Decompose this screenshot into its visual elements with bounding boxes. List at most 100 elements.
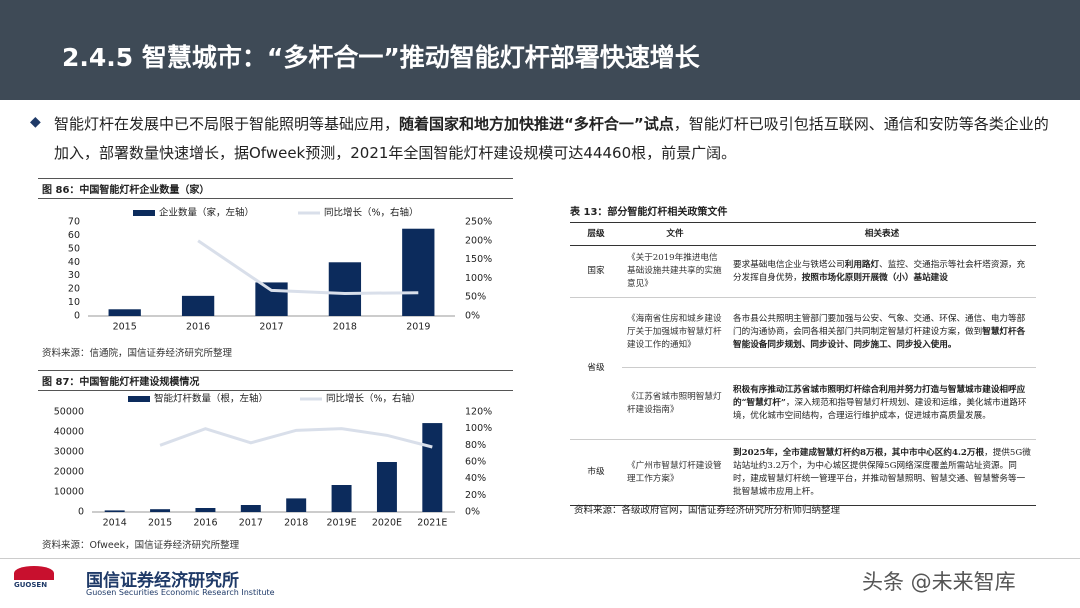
bar bbox=[181, 295, 215, 316]
y-tick-label: 40000 bbox=[54, 427, 84, 438]
x-tick-label: 2015 bbox=[148, 518, 172, 529]
text-segment: 智能灯杆在发展中已不局限于智能照明等基础应用， bbox=[54, 115, 400, 133]
x-tick-label: 2015 bbox=[113, 322, 137, 333]
y2-tick-label: 50% bbox=[465, 292, 486, 303]
bar bbox=[331, 485, 352, 512]
row: 国家 《关于2019年推进电信基础设施共建共享的实施意见》 要求基础电信企业与铁… bbox=[570, 245, 1036, 298]
text-segment: 、监控、交通指示等社会杆塔资源，充分发挥自身优势， bbox=[733, 259, 1026, 283]
bar bbox=[328, 262, 362, 316]
y-tick-label: 20000 bbox=[54, 467, 84, 478]
header-cell: 相关表述 bbox=[728, 222, 1036, 246]
footer-org: 国信证券经济研究所 bbox=[86, 571, 239, 591]
y-tick-label: 60 bbox=[68, 230, 80, 241]
desc-cell: 各市县公共照明主管部门要加强与公安、气象、交通、环保、通信、电力等部门的沟通协商… bbox=[728, 297, 1036, 368]
chart-source: 资料来源：Ofweek，国信证券经济研究所整理 bbox=[42, 540, 240, 551]
text-segment: 到2025年，全市建成智慧灯杆约8万根，其中市中心区约4.2万根 bbox=[733, 447, 985, 458]
watermark: 头条 @未来智库 bbox=[862, 570, 1016, 594]
legend-swatch bbox=[133, 210, 155, 216]
y-tick-label: 50000 bbox=[54, 407, 84, 418]
file-cell: 《广州市智慧灯杆建设管理工作方案》 bbox=[622, 439, 728, 506]
y-tick-label: 10000 bbox=[54, 487, 84, 498]
desc-cell: 积极有序推动江苏省城市照明灯杆综合利用并努力打造与智慧城市建设相呼应的“智慧灯杆… bbox=[728, 367, 1036, 440]
x-tick-label: 2018 bbox=[333, 322, 357, 333]
file-cell: 《海南省住房和城乡建设厅关于加强城市智慧灯杆建设工作的通知》 bbox=[622, 297, 728, 368]
logo-text: GUOSEN bbox=[14, 581, 48, 589]
bullet: ◆ bbox=[30, 114, 41, 130]
header-cell: 文件 bbox=[622, 222, 728, 246]
y-tick-label: 50 bbox=[68, 243, 80, 254]
legend-label: 同比增长（%，右轴） bbox=[324, 207, 419, 219]
desc-cell: 到2025年，全市建成智慧灯杆约8万根，其中市中心区约4.2万根，提供5G微站站… bbox=[728, 439, 1036, 506]
row: 省级 《海南省住房和城乡建设厅关于加强城市智慧灯杆建设工作的通知》 各市县公共照… bbox=[570, 297, 1036, 440]
x-tick-label: 2018 bbox=[284, 518, 308, 529]
file-cell: 《江苏省城市照明智慧灯杆建设指南》 bbox=[622, 367, 728, 440]
y-tick-label: 30 bbox=[68, 270, 80, 281]
desc-cell: 要求基础电信企业与铁塔公司利用路灯、监控、交通指示等社会杆塔资源，充分发挥自身优… bbox=[728, 245, 1036, 298]
y-tick-label: 0 bbox=[74, 311, 80, 322]
row: 《江苏省城市照明智慧灯杆建设指南》 积极有序推动江苏省城市照明灯杆综合利用并努力… bbox=[570, 367, 1036, 440]
bar bbox=[240, 505, 261, 512]
y2-tick-label: 120% bbox=[465, 407, 492, 418]
footer-org-en: Guosen Securities Economic Research Inst… bbox=[86, 588, 275, 597]
legend-label: 企业数量（家，左轴） bbox=[159, 207, 254, 219]
x-tick-label: 2020E bbox=[372, 518, 402, 529]
x-tick-label: 2019 bbox=[406, 322, 430, 333]
text-segment: 要求基础电信企业与铁塔公司 bbox=[733, 259, 845, 270]
legend-label: 智能灯杆数量（根，左轴） bbox=[154, 393, 268, 405]
y2-tick-label: 100% bbox=[465, 273, 492, 284]
text-segment: 按照市场化原则开展微（小）基站建设 bbox=[801, 272, 948, 283]
level-cell: 省级 bbox=[570, 297, 622, 440]
y2-tick-label: 20% bbox=[465, 490, 486, 501]
y-tick-label: 0 bbox=[78, 507, 84, 518]
text-segment: ，提供5G微站站址约3.2万个，为中心城区提供保障5G网络深度覆盖所需站址资源。… bbox=[733, 447, 1031, 497]
y2-tick-label: 150% bbox=[465, 254, 492, 265]
x-tick-label: 2017 bbox=[259, 322, 283, 333]
level-cell: 国家 bbox=[570, 245, 622, 298]
header-row: 层级 文件 相关表述 bbox=[570, 222, 1036, 246]
bar bbox=[108, 309, 141, 316]
y2-tick-label: 60% bbox=[465, 457, 486, 468]
bar bbox=[376, 462, 397, 512]
line bbox=[159, 427, 433, 449]
y2-tick-label: 250% bbox=[465, 217, 492, 228]
slide-title: 2.4.5 智慧城市：“多杆合一”推动智能灯杆部署快速增长 bbox=[62, 43, 700, 72]
header-band bbox=[0, 0, 1080, 100]
row: 市级 《广州市智慧灯杆建设管理工作方案》 到2025年，全市建成智慧灯杆约8万根… bbox=[570, 439, 1036, 506]
text-segment: 积极有序推动江苏省城市照明灯杆综合利用并努力打造与智慧城市建设相呼应的“智慧灯杆… bbox=[733, 385, 1026, 408]
x-tick-label: 2021E bbox=[417, 518, 447, 529]
line bbox=[197, 239, 419, 295]
header-cell: 层级 bbox=[570, 222, 622, 246]
bar bbox=[286, 498, 307, 512]
table-source: 资料来源：各级政府官网，国信证券经济研究所分析师归纳整理 bbox=[574, 505, 841, 516]
text-segment: 随着国家和地方加快推进“多杆合一”试点 bbox=[399, 115, 674, 133]
logo-mark bbox=[14, 566, 54, 580]
y-tick-label: 40 bbox=[68, 257, 80, 268]
y2-tick-label: 0% bbox=[465, 507, 480, 518]
bar bbox=[104, 510, 125, 512]
legend-swatch bbox=[128, 396, 150, 402]
footer-rule bbox=[0, 558, 1080, 559]
x-tick-label: 2016 bbox=[193, 518, 217, 529]
bar bbox=[150, 509, 171, 512]
x-tick-label: 2014 bbox=[103, 518, 127, 529]
y2-tick-label: 200% bbox=[465, 235, 492, 246]
chart-title: 图 86：中国智能灯杆企业数量（家） bbox=[38, 178, 513, 199]
text-segment: ，智能灯杆已吸引包括互联网、通信和安防等各类企业的加入，部署数量快速增长，据Of… bbox=[54, 115, 1049, 162]
file-cell: 《关于2019年推进电信基础设施共建共享的实施意见》 bbox=[622, 245, 728, 298]
y2-tick-label: 100% bbox=[465, 423, 492, 434]
level-cell: 市级 bbox=[570, 439, 622, 506]
table-title: 表 13：部分智能灯杆相关政策文件 bbox=[570, 207, 728, 218]
bar bbox=[255, 282, 288, 316]
bar bbox=[422, 423, 443, 512]
x-tick-label: 2017 bbox=[239, 518, 263, 529]
paragraph: 智能灯杆在发展中已不局限于智能照明等基础应用，随着国家和地方加快推进“多杆合一”… bbox=[54, 110, 1054, 168]
chart-source: 资料来源：信通院，国信证券经济研究所整理 bbox=[42, 348, 233, 359]
text-segment: 各市县公共照明主管部门要加强与公安、气象、交通、环保、通信、电力等部门的沟通协商… bbox=[733, 314, 1026, 337]
y2-tick-label: 80% bbox=[465, 440, 486, 451]
x-tick-label: 2019E bbox=[326, 518, 356, 529]
bar bbox=[195, 508, 216, 512]
text-segment: 智慧灯杆各智能设备同步规划、同步设计、同步施工、同步投入使用。 bbox=[733, 327, 1026, 350]
bar bbox=[402, 228, 435, 316]
